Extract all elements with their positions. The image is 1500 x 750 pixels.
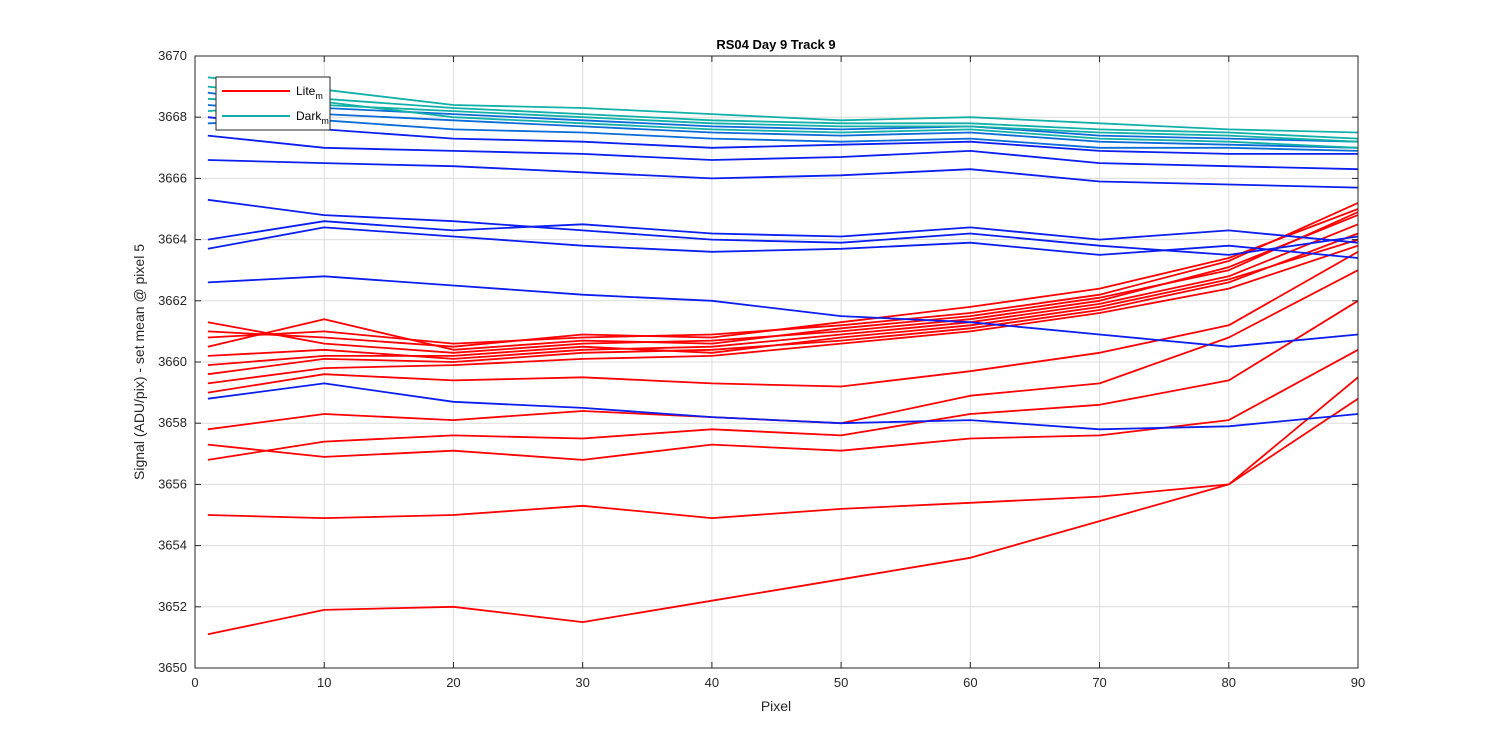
y-tick-label: 3670 <box>158 48 187 63</box>
x-tick-label: 60 <box>963 675 977 690</box>
x-tick-label: 20 <box>446 675 460 690</box>
series-line-lite-11 <box>207 211 1359 351</box>
legend-label-subscript: m <box>321 116 329 126</box>
series-line-lite-1 <box>207 397 1359 519</box>
series-line-dark_mid-22 <box>207 104 1359 149</box>
x-tick-label: 80 <box>1222 675 1236 690</box>
series-line-dark_mid-24 <box>207 119 1359 152</box>
grid-lines <box>195 56 1358 668</box>
series-line-dark_blue-19 <box>207 159 1359 189</box>
x-tick-label: 90 <box>1351 675 1365 690</box>
series-line-dark_blue-18 <box>207 382 1359 431</box>
series-line-lite-13 <box>207 208 1359 348</box>
y-tick-label: 3664 <box>158 232 187 247</box>
series-line-dark_blue-14 <box>207 275 1359 348</box>
series-line-dark_blue-20 <box>207 134 1359 171</box>
y-tick-label: 3660 <box>158 354 187 369</box>
x-tick-label: 10 <box>317 675 331 690</box>
legend-label-base: Dark <box>296 109 322 123</box>
series-line-dark_teal-28 <box>207 101 1359 149</box>
series-lines <box>207 76 1359 636</box>
y-tick-label: 3656 <box>158 476 187 491</box>
x-tick-label: 70 <box>1092 675 1106 690</box>
y-tick-label: 3662 <box>158 293 187 308</box>
series-line-lite-10 <box>207 238 1359 366</box>
series-line-dark_blue-17 <box>207 226 1359 259</box>
axis-ticks: 0 10 20 30 40 50 60 70 80 90 3650 3652 3654 3656 3658 3… <box>158 48 1365 690</box>
series-line-lite-3 <box>207 300 1359 461</box>
chart-title: RS04 Day 9 Track 9 <box>716 37 835 52</box>
series-line-dark_blue-16 <box>207 220 1359 244</box>
series-line-lite-12 <box>207 244 1359 385</box>
y-tick-label: 3658 <box>158 415 187 430</box>
x-axis-label: Pixel <box>761 698 791 714</box>
y-tick-label: 3652 <box>158 599 187 614</box>
series-line-lite-5 <box>207 251 1359 394</box>
y-tick-label: 3650 <box>158 660 187 675</box>
x-tick-label: 40 <box>705 675 719 690</box>
series-line-lite-0 <box>207 376 1359 636</box>
series-line-dark_blue-21 <box>207 116 1358 155</box>
y-tick-label: 3666 <box>158 170 187 185</box>
x-tick-label: 30 <box>575 675 589 690</box>
legend-label-1: Darkm <box>296 109 329 126</box>
series-line-dark_teal-25 <box>207 85 1359 140</box>
y-tick-label: 3654 <box>158 538 187 553</box>
series-line-dark_teal-26 <box>207 97 1359 143</box>
y-axis-label: Signal (ADU/pix) - set mean @ pixel 5 <box>131 244 147 480</box>
series-line-dark_mid-23 <box>207 91 1359 143</box>
series-line-lite-7 <box>207 223 1359 360</box>
x-tick-label: 50 <box>834 675 848 690</box>
x-tick-label: 0 <box>191 675 198 690</box>
y-tick-label: 3668 <box>158 109 187 124</box>
legend-label-subscript: m <box>315 91 323 101</box>
legend-label-base: Lite <box>296 84 316 98</box>
legend-label-0: Litem <box>296 84 323 101</box>
series-line-dark_teal-27 <box>207 76 1359 134</box>
legend-box <box>215 76 331 131</box>
